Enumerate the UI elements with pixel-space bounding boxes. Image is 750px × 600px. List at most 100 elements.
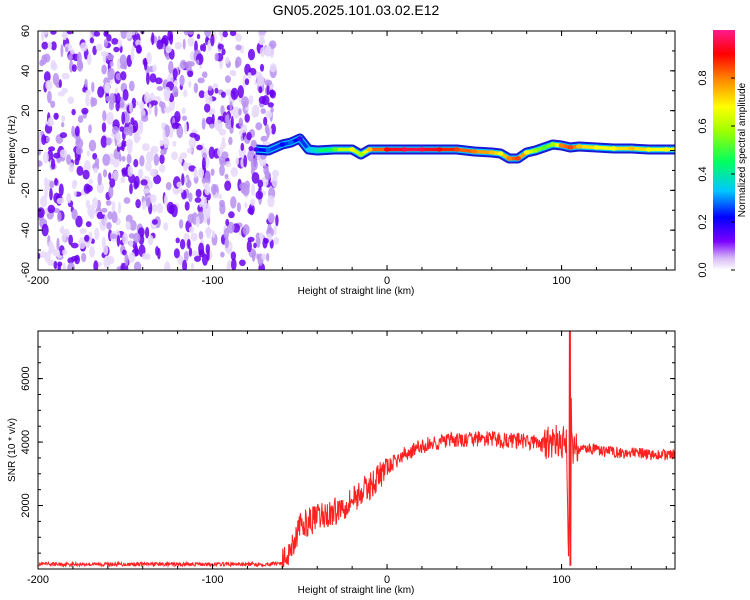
noise-blob	[133, 180, 138, 190]
noise-blob	[235, 44, 242, 51]
noise-blob	[128, 240, 134, 247]
noise-blob	[244, 78, 250, 86]
ridge-point	[296, 136, 303, 141]
noise-blob	[88, 139, 97, 152]
noise-blob	[103, 38, 109, 48]
top-x-axis-ticks: -200 -100 0 100	[27, 31, 667, 287]
noise-blob	[150, 194, 157, 204]
noise-blob	[269, 63, 277, 73]
noise-blob	[103, 255, 111, 269]
noise-blob	[156, 203, 164, 214]
noise-blob	[195, 188, 202, 198]
noise-blob	[224, 180, 232, 191]
noise-blob	[266, 127, 270, 139]
noise-blob	[159, 163, 166, 173]
noise-blob	[193, 167, 198, 179]
noise-blob	[236, 202, 241, 213]
colorbar-tick-label: 0.2	[697, 214, 709, 229]
noise-blob	[224, 173, 229, 179]
x-tick-label: -200	[27, 275, 49, 287]
noise-blob	[273, 237, 280, 245]
noise-blob	[75, 138, 84, 149]
noise-blob	[232, 106, 241, 119]
noise-blob	[62, 249, 68, 256]
noise-blob	[187, 31, 194, 35]
noise-blob	[201, 177, 207, 184]
noise-blob	[155, 77, 163, 85]
noise-blob	[221, 136, 225, 143]
y-tick-label: 0	[20, 147, 32, 153]
noise-blob	[172, 140, 177, 147]
noise-blob	[49, 188, 53, 201]
noise-blob	[171, 204, 178, 218]
noise-blob	[141, 114, 149, 122]
ridge-point	[567, 145, 574, 150]
noise-blob	[176, 188, 184, 194]
y-tick-label: -60	[20, 262, 32, 278]
ridge-point	[471, 149, 478, 154]
noise-blob	[50, 100, 56, 109]
noise-blob	[221, 151, 229, 159]
noise-blob	[151, 219, 158, 225]
noise-blob	[171, 122, 180, 129]
noise-blob	[112, 159, 120, 168]
noise-blob	[173, 248, 180, 259]
noise-blob	[84, 78, 88, 88]
noise-blob	[107, 211, 113, 220]
ridge-point	[401, 147, 408, 152]
noise-blob	[108, 172, 112, 181]
noise-blob	[187, 213, 195, 224]
noise-blob	[91, 81, 95, 93]
noise-blob	[172, 86, 179, 98]
noise-blob	[38, 252, 41, 260]
ridge-point	[265, 148, 272, 153]
noise-blob	[183, 233, 190, 241]
noise-blob	[247, 207, 254, 215]
noise-blob	[61, 87, 68, 94]
x-tick-label: -200	[27, 574, 49, 586]
ridge-point	[558, 143, 565, 148]
noise-blob	[165, 182, 172, 191]
noise-blob	[145, 160, 152, 172]
noise-blob	[92, 197, 98, 209]
noise-blob	[156, 39, 164, 50]
noise-blob	[197, 77, 205, 84]
x-tick-label: 0	[384, 275, 390, 287]
noise-blob	[54, 177, 58, 186]
noise-blob	[242, 224, 250, 236]
noise-blob	[76, 165, 84, 176]
noise-blob	[224, 161, 232, 168]
noise-blob	[247, 48, 256, 61]
bottom-y-axis-label: SNR (10 * v/v)	[7, 418, 18, 482]
noise-blob	[194, 197, 202, 203]
noise-blob	[101, 64, 107, 75]
noise-blob	[73, 180, 78, 186]
noise-blob	[53, 152, 61, 159]
noise-blob	[152, 203, 157, 213]
noise-blob	[143, 58, 148, 71]
noise-blob	[251, 172, 260, 184]
y-tick-label: 6000	[20, 366, 32, 390]
noise-blob	[168, 125, 174, 139]
noise-blob	[101, 122, 107, 133]
noise-blob	[163, 86, 171, 99]
noise-blob	[109, 61, 114, 67]
noise-blob	[101, 236, 106, 249]
noise-blob	[181, 173, 185, 186]
noise-blob	[47, 41, 53, 50]
noise-blob	[105, 111, 114, 125]
noise-blob	[127, 165, 134, 177]
noise-blob	[231, 258, 237, 270]
noise-blob	[43, 71, 51, 83]
noise-blob	[51, 158, 56, 170]
noise-blob	[211, 113, 215, 125]
noise-blob	[258, 232, 264, 241]
noise-blob	[83, 160, 92, 174]
noise-blob	[240, 124, 248, 133]
noise-blob	[58, 79, 62, 88]
noise-blob	[59, 132, 68, 139]
noise-blob	[218, 128, 227, 136]
noise-blob	[89, 246, 95, 258]
noise-blob	[159, 154, 165, 165]
